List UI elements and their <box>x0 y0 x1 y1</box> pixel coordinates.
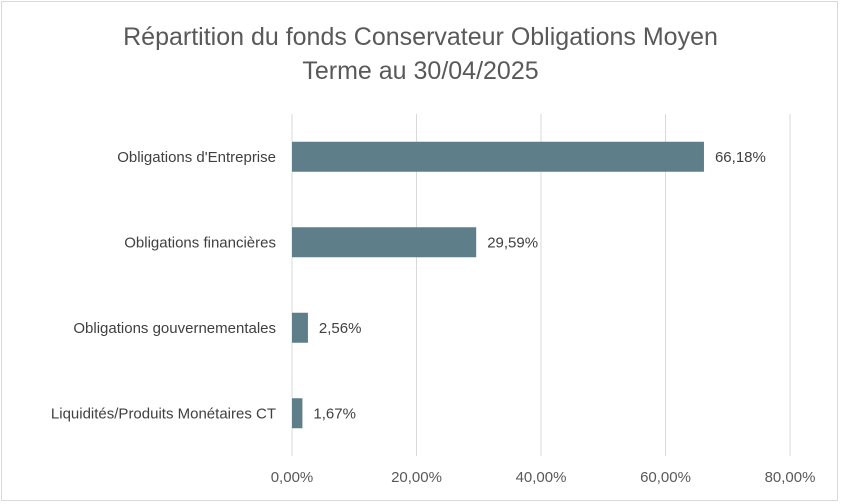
x-tick-label-3: 60,00% <box>640 469 691 486</box>
data-label-0: 66,18% <box>715 149 766 166</box>
category-label-3: Liquidités/Produits Monétaires CT <box>51 405 276 422</box>
x-tick-label-0: 0,00% <box>271 469 314 486</box>
x-tick-label-2: 40,00% <box>516 469 567 486</box>
category-label-0: Obligations d'Entreprise <box>117 149 276 166</box>
data-label-3: 1,67% <box>313 405 356 422</box>
x-tick-label-4: 80,00% <box>765 469 816 486</box>
data-label-1: 29,59% <box>487 234 538 251</box>
chart-title-line-1: Répartition du fonds Conservateur Obliga… <box>123 23 718 51</box>
data-label-2: 2,56% <box>319 320 362 337</box>
chart-title-line-2: Terme au 30/04/2025 <box>302 57 539 85</box>
bar-2 <box>292 312 308 343</box>
bar-0 <box>292 141 704 172</box>
category-label-1: Obligations financières <box>124 234 276 251</box>
category-label-2: Obligations gouvernementales <box>73 320 276 337</box>
x-tick-label-1: 20,00% <box>391 469 442 486</box>
bar-1 <box>292 227 477 258</box>
chart-title: Répartition du fonds Conservateur Obliga… <box>0 20 841 88</box>
bar-3 <box>292 398 303 429</box>
